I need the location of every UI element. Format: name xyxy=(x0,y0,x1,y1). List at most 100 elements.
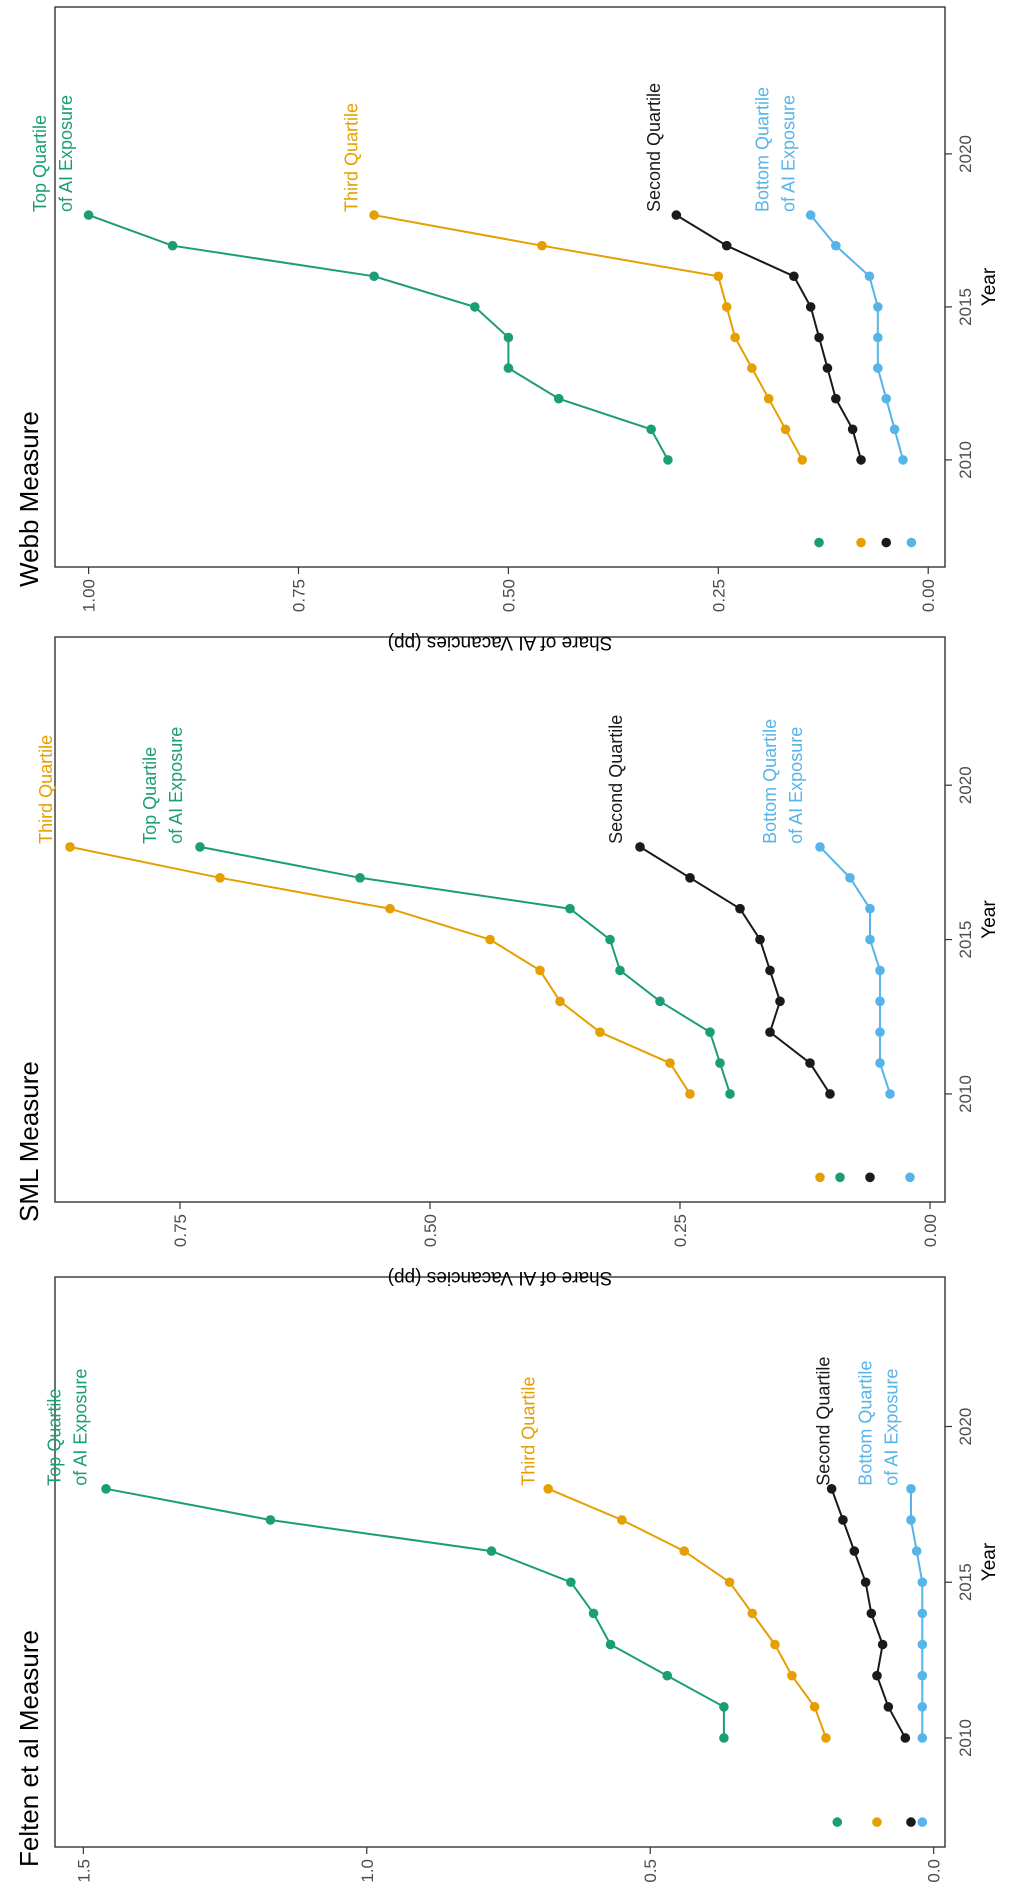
data-point-third xyxy=(65,842,75,852)
chart-title: SML Measure xyxy=(14,1061,44,1222)
data-point-second xyxy=(789,271,799,282)
series-line-second xyxy=(675,214,862,461)
x-tick-label: 2015 xyxy=(956,1563,975,1601)
series-second: Second Quartile xyxy=(644,83,892,548)
data-point-top xyxy=(553,393,564,404)
data-point-bottom xyxy=(875,1027,885,1037)
data-point-bottom xyxy=(917,1639,928,1650)
data-point-top xyxy=(101,1484,111,1494)
data-point-second xyxy=(814,332,824,343)
series-top: Top Quartile of AI Exposure xyxy=(45,1369,843,1827)
data-point-third xyxy=(543,1484,553,1494)
start-marker-top xyxy=(832,1817,843,1827)
y-tick-label: 0.75 xyxy=(171,1214,190,1247)
data-point-top xyxy=(503,363,514,373)
data-point-bottom xyxy=(875,996,885,1007)
data-point-second xyxy=(831,393,841,404)
data-point-second xyxy=(860,1577,871,1588)
series-label-line: Top Quartile xyxy=(140,747,160,844)
series-second: Second Quartile xyxy=(606,715,875,1183)
data-point-second xyxy=(805,302,816,312)
data-point-bottom xyxy=(845,873,855,883)
x-tick-label: 2020 xyxy=(956,135,975,173)
data-point-third xyxy=(747,1608,758,1619)
data-point-second xyxy=(826,1484,837,1494)
y-tick-label: 0.50 xyxy=(499,579,518,612)
series-second: Second Quartile xyxy=(813,1357,916,1827)
series-line-top xyxy=(105,1487,725,1738)
data-point-bottom xyxy=(917,1670,928,1681)
series-line-second xyxy=(639,846,831,1095)
series-line-top xyxy=(199,845,731,1095)
data-point-bottom xyxy=(865,934,875,945)
start-marker-top xyxy=(835,1172,845,1183)
series-label-line: of AI Exposure xyxy=(166,727,186,844)
data-point-top xyxy=(588,1608,599,1619)
series-label-line: Bottom Quartile xyxy=(752,87,772,212)
start-marker-bottom xyxy=(906,537,917,548)
series-label-line: Top Quartile xyxy=(45,1389,65,1486)
series-label-line: Bottom Quartile xyxy=(760,719,780,844)
data-point-second xyxy=(825,1089,835,1099)
series-third: Third Quartile xyxy=(36,735,825,1183)
series-label-line: of AI Exposure xyxy=(71,1369,91,1486)
data-point-third xyxy=(809,1702,820,1712)
y-tick-label: 1.5 xyxy=(74,1859,93,1883)
start-marker-top xyxy=(814,537,824,548)
data-point-bottom xyxy=(805,210,816,220)
x-tick-label: 2020 xyxy=(956,1408,975,1446)
data-point-top xyxy=(655,996,665,1007)
data-point-third xyxy=(713,271,724,282)
data-point-top xyxy=(83,210,94,220)
y-tick-label: 0.5 xyxy=(641,1859,660,1883)
data-point-bottom xyxy=(917,1577,928,1588)
plot-frame xyxy=(54,1276,946,1848)
series-label-bottom: Bottom Quartile of AI Exposure xyxy=(760,719,806,844)
data-point-top xyxy=(195,842,205,852)
data-point-second xyxy=(838,1515,848,1525)
data-point-second xyxy=(847,424,858,435)
data-point-third xyxy=(617,1515,627,1525)
data-point-bottom xyxy=(906,1515,916,1525)
series-label-line: Third Quartile xyxy=(36,735,56,844)
data-point-top xyxy=(646,424,656,435)
x-axis-label: Year xyxy=(979,267,1000,306)
y-axis-label: Share of AI Vacancies (pp) xyxy=(388,1267,613,1288)
series-bottom: Bottom Quartile of AI Exposure xyxy=(855,1361,928,1827)
y-tick-label: 0.25 xyxy=(671,1214,690,1247)
series-label-line: of AI Exposure xyxy=(778,95,798,212)
data-point-bottom xyxy=(873,363,883,373)
start-marker-second xyxy=(906,1817,916,1827)
data-point-second xyxy=(635,842,645,852)
series-label-line: of AI Exposure xyxy=(786,727,806,844)
series-label-line: Third Quartile xyxy=(342,103,362,212)
start-marker-second xyxy=(865,1172,875,1183)
data-point-second xyxy=(735,903,745,914)
start-marker-third xyxy=(872,1817,882,1827)
series-top: Top Quartile of AI Exposure xyxy=(30,95,824,548)
series-bottom: Bottom Quartile of AI Exposure xyxy=(752,87,917,548)
data-point-second xyxy=(883,1702,894,1712)
series-label-line: Top Quartile xyxy=(30,115,50,212)
data-point-bottom xyxy=(898,455,908,465)
chart-panel-2: SML Measure 0.00 0.25 0.50 0.75 2010 2015 2020 Y… xyxy=(14,636,1000,1288)
data-point-third xyxy=(665,1058,675,1068)
data-point-third xyxy=(770,1639,780,1650)
data-point-bottom xyxy=(906,1484,916,1494)
series-label-top: Top Quartile of AI Exposure xyxy=(140,727,186,844)
series-label-line: Bottom Quartile xyxy=(855,1361,875,1486)
data-point-bottom xyxy=(917,1702,928,1712)
data-point-top xyxy=(605,934,615,945)
data-point-second xyxy=(877,1639,888,1650)
data-point-top xyxy=(705,1027,715,1037)
data-point-bottom xyxy=(885,1089,895,1099)
data-point-bottom xyxy=(815,842,825,852)
series-top: Top Quartile of AI Exposure xyxy=(140,727,845,1183)
data-point-third xyxy=(780,424,791,435)
data-point-top xyxy=(565,903,575,914)
x-tick-label: 2010 xyxy=(956,1719,975,1757)
data-point-second xyxy=(822,363,833,373)
series-label-third: Third Quartile xyxy=(342,103,362,212)
series-label-second: Second Quartile xyxy=(813,1357,833,1486)
